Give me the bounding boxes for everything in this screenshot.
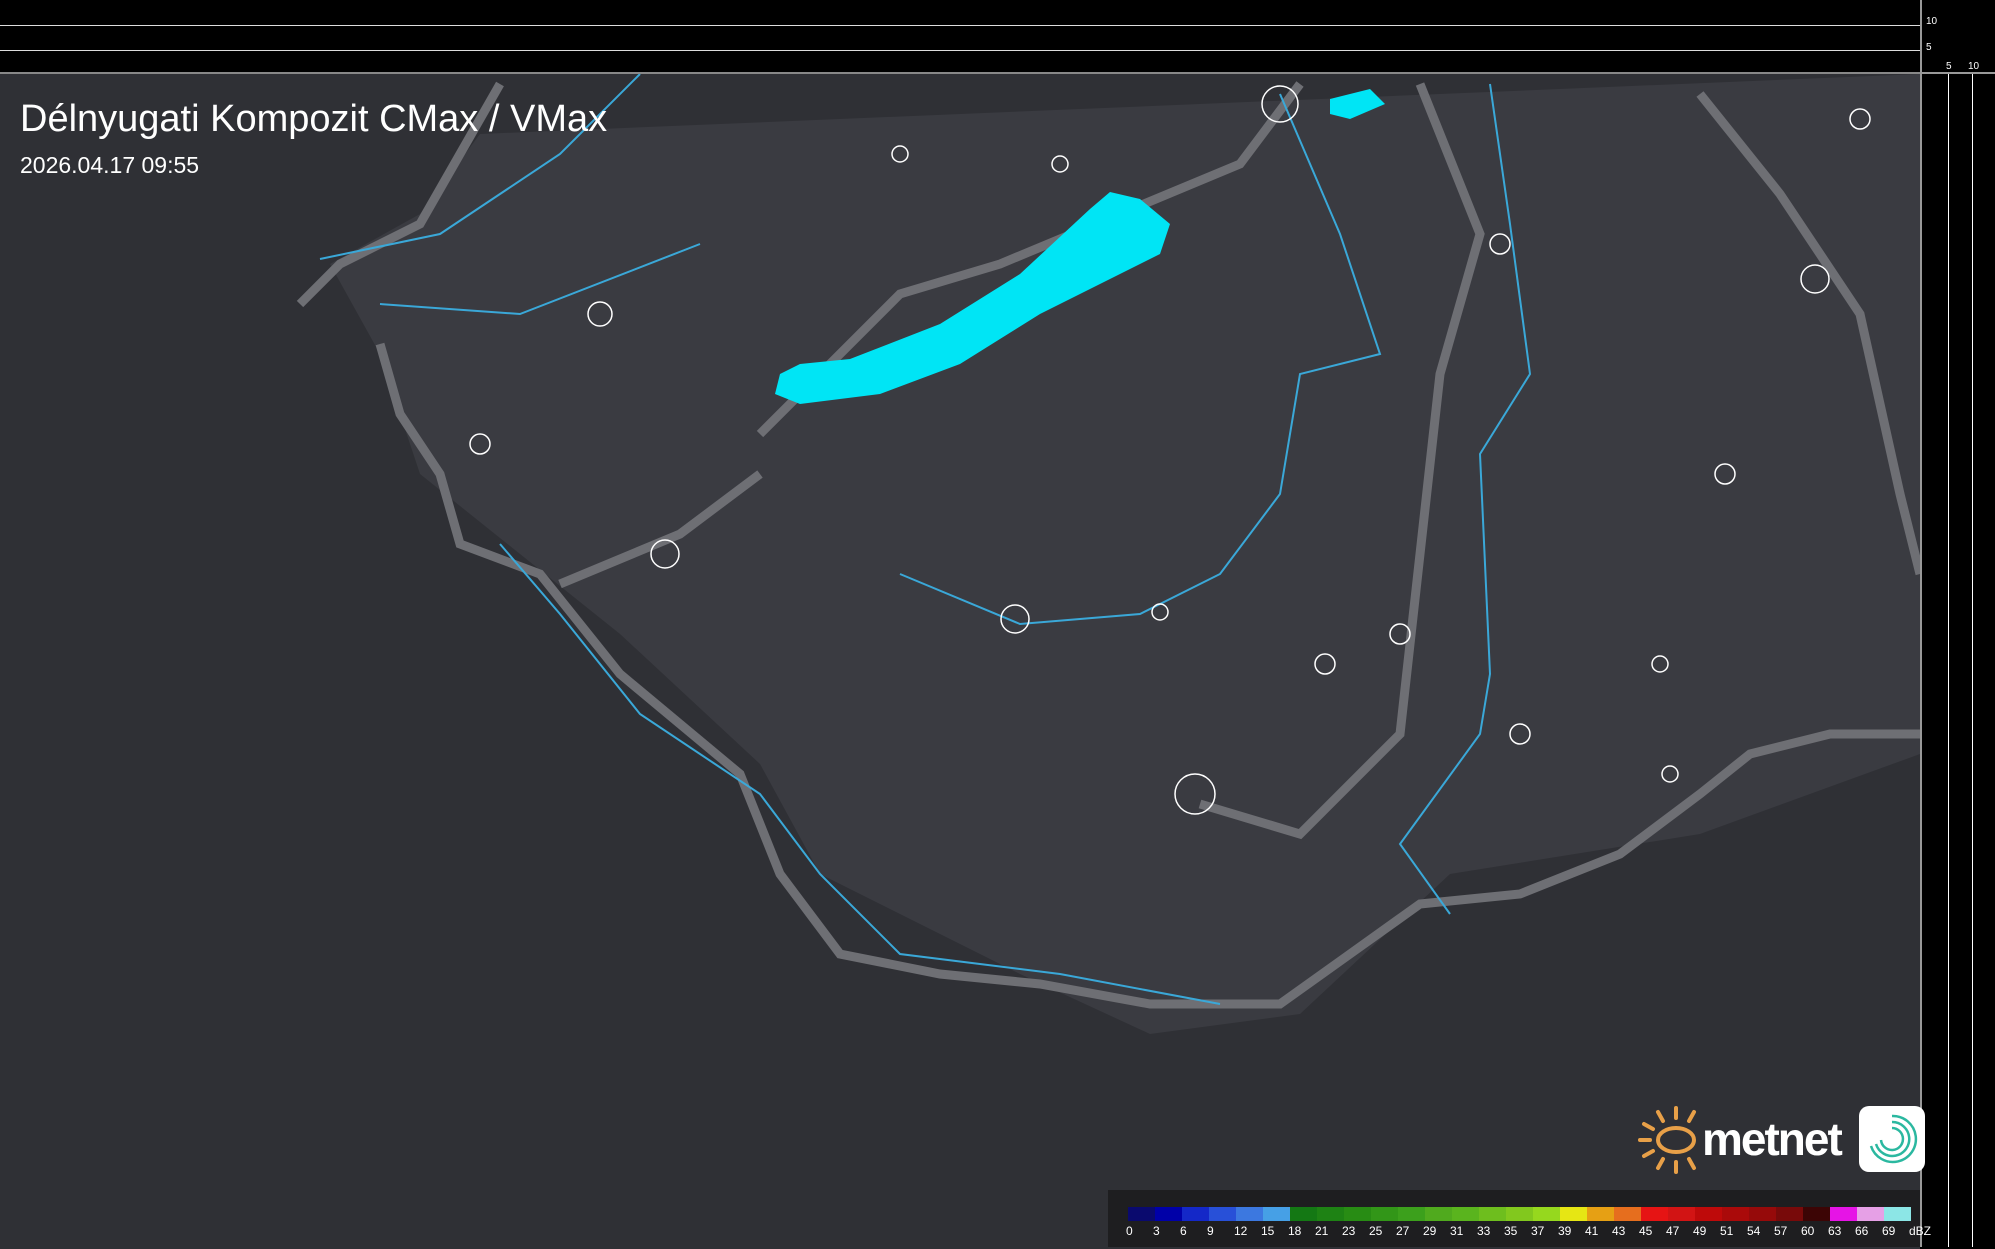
- legend-label: 69: [1882, 1224, 1896, 1238]
- legend-swatch: [1290, 1207, 1317, 1221]
- legend-swatch: [1533, 1207, 1560, 1221]
- legend-swatch: [1857, 1207, 1884, 1221]
- legend-swatch: [1803, 1207, 1830, 1221]
- legend-label: 21: [1315, 1224, 1329, 1238]
- legend-swatch: [1695, 1207, 1722, 1221]
- country-border: [296, 81, 1920, 1009]
- axis-line-5: [0, 50, 1920, 51]
- legend-label: 47: [1666, 1224, 1680, 1238]
- legend-label: 45: [1639, 1224, 1653, 1238]
- legend-swatch: [1344, 1207, 1371, 1221]
- metnet-logo: metnet: [1636, 1104, 1925, 1174]
- legend-swatch: [1479, 1207, 1506, 1221]
- legend-swatch: [1128, 1207, 1155, 1221]
- legend-label: 54: [1747, 1224, 1761, 1238]
- legend-label: 66: [1855, 1224, 1869, 1238]
- legend-swatch: [1155, 1207, 1182, 1221]
- county-border: [558, 81, 1920, 840]
- legend-swatch: [1641, 1207, 1668, 1221]
- legend-label: 39: [1558, 1224, 1572, 1238]
- legend-label: 33: [1477, 1224, 1491, 1238]
- legend-swatch: [1398, 1207, 1425, 1221]
- tick-label: 5: [1946, 61, 1952, 72]
- river: [319, 74, 1532, 1005]
- legend-swatch: [1722, 1207, 1749, 1221]
- legend-swatch: [1668, 1207, 1695, 1221]
- legend-label: 60: [1801, 1224, 1815, 1238]
- legend-unit: dBZ: [1909, 1224, 1932, 1238]
- legend-swatch: [1587, 1207, 1614, 1221]
- legend-label: 3: [1153, 1224, 1160, 1238]
- axis-line-10: [0, 25, 1920, 26]
- legend-swatch: [1776, 1207, 1803, 1221]
- legend-label: 31: [1450, 1224, 1464, 1238]
- app-swirl-icon: [1858, 1106, 1925, 1172]
- legend-label: 15: [1261, 1224, 1275, 1238]
- legend-label: 25: [1369, 1224, 1383, 1238]
- legend-label: 29: [1423, 1224, 1437, 1238]
- legend-label: 0: [1126, 1224, 1133, 1238]
- sun-icon: [1638, 1106, 1696, 1174]
- legend-label: 51: [1720, 1224, 1734, 1238]
- legend-label: 9: [1207, 1224, 1214, 1238]
- logo-text: metnet: [1702, 1113, 1843, 1165]
- legend-swatch: [1506, 1207, 1533, 1221]
- lake-balaton: [775, 192, 1170, 404]
- legend-label: 49: [1693, 1224, 1707, 1238]
- legend-swatch: [1452, 1207, 1479, 1221]
- tick-label: 10: [1926, 16, 1938, 27]
- legend-swatch: [1182, 1207, 1209, 1221]
- radar-map[interactable]: [0, 72, 1920, 1249]
- legend-labels: 0 3 6 9 12 15 18 21 23 25 27 29 31 33 35 37 39 41 43 45 47 49…: [1126, 1224, 1936, 1238]
- legend-swatch: [1317, 1207, 1344, 1221]
- top-axis-panel: [0, 0, 1920, 72]
- legend-label: 41: [1585, 1224, 1599, 1238]
- legend-swatch: [1371, 1207, 1398, 1221]
- legend-label: 6: [1180, 1224, 1187, 1238]
- legend-label: 63: [1828, 1224, 1842, 1238]
- legend-label: 35: [1504, 1224, 1518, 1238]
- legend-swatch: [1830, 1207, 1857, 1221]
- legend-swatch: [1209, 1207, 1236, 1221]
- legend-swatch: [1614, 1207, 1641, 1221]
- map-timestamp: 2026.04.17 09:55: [20, 152, 200, 178]
- lake-small: [1330, 89, 1385, 119]
- legend-swatch: [1263, 1207, 1290, 1221]
- map-canvas: [296, 74, 1920, 1034]
- dbz-color-legend: 0 3 6 9 12 15 18 21 23 25 27 29 31 33 35 37 39 41 43 45 47 49…: [1108, 1190, 1931, 1247]
- legend-label: 43: [1612, 1224, 1626, 1238]
- legend-swatch: [1236, 1207, 1263, 1221]
- legend-label: 23: [1342, 1224, 1356, 1238]
- tick-label: 10: [1968, 61, 1980, 72]
- legend-swatches: [1128, 1207, 1911, 1221]
- right-axis-panel: 10 5 5 10: [1920, 0, 1995, 1247]
- legend-swatch: [1749, 1207, 1776, 1221]
- map-title: Délnyugati Kompozit CMax / VMax: [20, 98, 608, 140]
- legend-label: 57: [1774, 1224, 1788, 1238]
- legend-swatch: [1425, 1207, 1452, 1221]
- legend-label: 18: [1288, 1224, 1302, 1238]
- legend-label: 37: [1531, 1224, 1545, 1238]
- legend-label: 27: [1396, 1224, 1410, 1238]
- legend-swatch: [1560, 1207, 1587, 1221]
- legend-swatch: [1884, 1207, 1911, 1221]
- legend-label: 12: [1234, 1224, 1248, 1238]
- settlements: [469, 85, 1871, 815]
- tick-label: 5: [1926, 42, 1932, 53]
